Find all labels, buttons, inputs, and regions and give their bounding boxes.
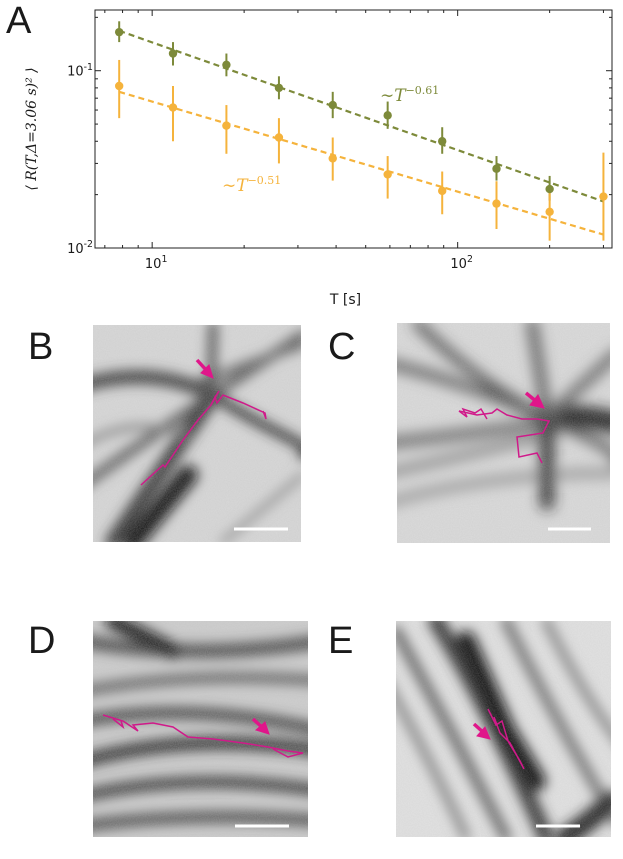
- msd-loglog-chart: 101 102 10-2 10-1 T [s] ⟨ R(T,Δ=3.06 s)² ⟩ ∼T…: [24, 9, 613, 308]
- trajectory-c: [458, 407, 551, 464]
- fit-line: [118, 90, 604, 236]
- arrow-b: [195, 358, 214, 379]
- panel-label-e: E: [328, 620, 354, 662]
- data-point: [328, 154, 337, 163]
- y-tick-label: 10-1: [67, 62, 93, 80]
- micrograph-d: [93, 621, 308, 837]
- panel-label-a: A: [6, 0, 32, 42]
- data-point: [114, 27, 124, 37]
- y-axis-label: ⟨ R(T,Δ=3.06 s)² ⟩: [24, 67, 40, 190]
- trajectory-e: [487, 708, 525, 770]
- arrow-d: [251, 717, 270, 735]
- data-point: [438, 186, 447, 196]
- power-law-annotation: ∼T−0.51: [222, 174, 281, 196]
- data-point: [168, 49, 178, 58]
- data-point: [222, 121, 231, 130]
- micrograph-e: [396, 621, 611, 837]
- data-point: [383, 111, 392, 120]
- arrow-e: [472, 722, 491, 740]
- x-axis-label: T [s]: [329, 292, 361, 308]
- fit-line: [118, 29, 604, 203]
- y-tick-label: 10-2: [67, 239, 93, 257]
- data-point: [438, 137, 447, 146]
- data-point: [328, 100, 337, 110]
- arrow-c: [524, 391, 545, 409]
- micrograph-c: [397, 323, 610, 543]
- power-law-annotation: ∼T−0.61: [380, 84, 439, 106]
- data-point: [545, 207, 554, 217]
- panel-label-d: D: [28, 620, 56, 662]
- plot-frame: [94, 9, 613, 249]
- data-point: [114, 81, 124, 91]
- x-tick-label: 102: [450, 254, 473, 272]
- data-point: [168, 103, 178, 112]
- data-point: [492, 164, 501, 173]
- data-point: [599, 192, 608, 201]
- data-point: [492, 199, 501, 208]
- panel-label-b: B: [28, 326, 54, 368]
- data-point: [222, 60, 231, 69]
- micrograph-b: [93, 325, 301, 542]
- x-tick-label: 101: [145, 254, 168, 272]
- panel-label-c: C: [328, 326, 356, 368]
- data-point: [274, 83, 284, 93]
- trajectory-d: [102, 714, 304, 758]
- data-point: [383, 170, 392, 179]
- data-point: [545, 184, 554, 194]
- trajectory-b: [140, 390, 267, 486]
- data-point: [274, 133, 284, 142]
